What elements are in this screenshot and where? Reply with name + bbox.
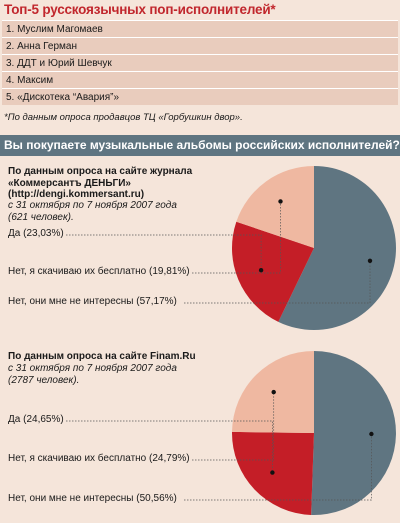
heading-line: По данным опроса на сайте журнала [8,166,193,177]
top5-list: 1. Муслим Магомаев 2. Анна Герман 3. ДДТ… [2,20,398,105]
survey-subtitle: с 31 октября по 7 ноября 2007 года (621 … [8,200,177,223]
list-item: 1. Муслим Магомаев [2,20,398,37]
leader-line [192,201,281,274]
data-label: Нет, я скачиваю их бесплатно (19,81%) [8,266,190,277]
data-label: Да (24,65%) [8,414,64,425]
data-label: Нет, они мне не интересны (50,56%) [8,493,177,504]
subtitle-line: с 31 октября по 7 ноября 2007 года [8,200,177,211]
survey-panel-2: По данным опроса на сайте Finam.Ru с 31 … [0,345,400,523]
heading-line: (http://dengi.kommersant.ru) [8,189,145,200]
leader-line [66,234,262,271]
list-item: 3. ДДТ и Юрий Шевчук [2,54,398,71]
leader-line [66,420,273,473]
heading-line: «Коммерсантъ ДЕНЬГИ» [8,177,131,189]
list-item: 2. Анна Герман [2,37,398,54]
leader-dot [270,470,275,475]
leader-line [192,392,275,461]
pie-slice-not-interested [311,351,396,515]
pie-slice-not-interested [278,166,397,330]
leader-dot [271,389,276,395]
pie-chart-2 [66,351,396,515]
leader-dot [369,431,374,437]
pie-slice-free [236,166,314,248]
top5-footnote: *По данным опроса продавцов ТЦ «Горбушки… [4,112,243,123]
page-title: Топ-5 русскоязычных поп-исполнителей* [4,2,276,17]
heading-line: По данным опроса на сайте Finam.Ru [8,351,196,362]
subtitle-line: с 31 октября по 7 ноября 2007 года [8,363,177,374]
leader-line [184,434,372,501]
subtitle-line: (2787 человек). [8,374,80,386]
data-label: Да (23,03%) [8,228,64,239]
leader-dot [278,199,283,204]
leader-line [184,260,371,304]
data-label: Нет, они мне не интересны (57,17%) [8,296,177,307]
leader-dot [258,268,264,273]
survey-heading: По данным опроса на сайте Finam.Ru [8,351,196,363]
leader-dot [367,258,373,263]
pie-slice-yes [231,221,314,322]
survey-heading: По данным опроса на сайте журнала «Комме… [8,166,192,201]
subtitle-line: (621 человек). [8,211,74,223]
survey-panel-1: По данным опроса на сайте журнала «Комме… [0,160,400,340]
data-label: Нет, я скачиваю их бесплатно (24,79%) [8,453,190,464]
survey-subtitle: с 31 октября по 7 ноября 2007 года (2787… [8,363,177,386]
list-item: 4. Максим [2,71,398,88]
section-banner: Вы покупаете музыкальные альбомы российс… [0,135,400,156]
list-item: 5. «Дискотека “Авария”» [2,88,398,105]
pie-chart-1 [66,166,397,330]
